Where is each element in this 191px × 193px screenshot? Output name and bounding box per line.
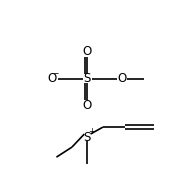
- Text: O: O: [83, 45, 92, 58]
- Text: +: +: [89, 127, 96, 136]
- Text: O: O: [83, 99, 92, 112]
- Text: S: S: [84, 131, 91, 144]
- Text: O: O: [118, 72, 127, 85]
- Text: S: S: [84, 72, 91, 85]
- Text: −: −: [53, 69, 59, 78]
- Text: O: O: [47, 72, 56, 85]
